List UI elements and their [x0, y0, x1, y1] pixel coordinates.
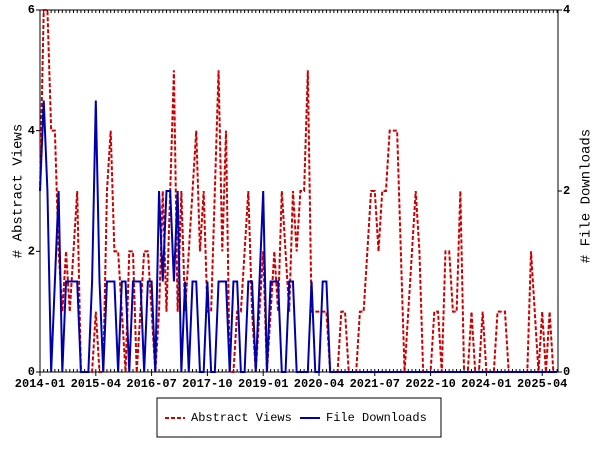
series-line [39, 100, 558, 373]
y-tick-label: 4 [28, 124, 35, 138]
legend-label: Abstract Views [191, 411, 292, 425]
y-tick-label: 0 [28, 365, 35, 379]
legend-label: File Downloads [326, 411, 427, 425]
plot-frame [39, 9, 559, 373]
y2-tick-label: 0 [563, 365, 570, 379]
x-tick-label: 2019-01 [238, 377, 288, 391]
x-tick-label: 2016-07 [126, 377, 176, 391]
x-tick-label: 2017-10 [182, 377, 232, 391]
x-tick-label: 2024-01 [461, 377, 511, 391]
y2-tick-label: 4 [563, 3, 570, 17]
y2-tick-label: 2 [563, 184, 570, 198]
x-tick-label: 2025-04 [517, 377, 567, 391]
x-tick-label: 2022-10 [405, 377, 455, 391]
y-axis-label: # Abstract Views [11, 124, 27, 258]
legend [156, 397, 442, 438]
y-tick-label: 2 [28, 245, 35, 259]
x-tick-label: 2015-04 [71, 377, 121, 391]
series-line [39, 9, 558, 373]
x-tick-label: 2014-01 [15, 377, 65, 391]
y2-axis-label: # File Downloads [579, 129, 595, 263]
y-tick-label: 6 [28, 3, 35, 17]
x-tick-label: 2020-04 [294, 377, 344, 391]
x-tick-label: 2021-07 [350, 377, 400, 391]
